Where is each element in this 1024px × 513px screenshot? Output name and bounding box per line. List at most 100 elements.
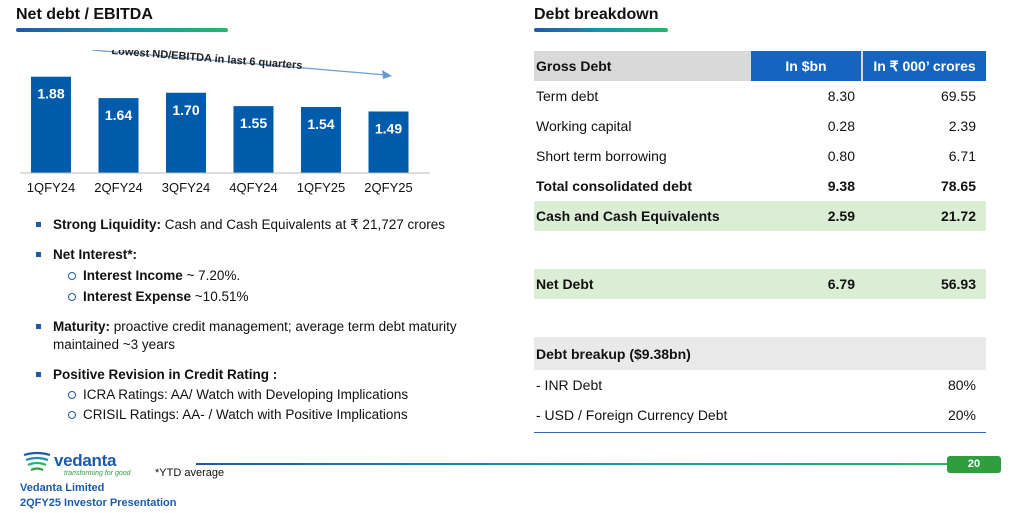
breakup-value: 20% — [947, 407, 976, 423]
table-row-net-debt: Net Debt 6.79 56.93 — [534, 269, 986, 299]
vedanta-logo-icon — [23, 451, 51, 472]
bar-3QFY24 — [166, 92, 206, 173]
table-row-cash: Cash and Cash Equivalents 2.59 21.72 — [534, 201, 986, 231]
section-title-net-debt: Net debt / EBITDA — [16, 6, 153, 23]
bullet-credit-rating: Positive Revision in Credit Rating : — [36, 366, 506, 384]
presentation-name: 2QFY25 Investor Presentation — [20, 497, 177, 509]
sub-bullet-circle — [68, 391, 76, 399]
bar-value-label: 1.88 — [37, 86, 64, 102]
company-name: Vedanta Limited — [20, 482, 105, 494]
page-number: 20 — [947, 456, 1001, 473]
row-usd: 0.28 — [827, 118, 855, 134]
breakup-title: Debt breakup ($9.38bn) — [536, 345, 691, 362]
title-underline — [534, 28, 668, 32]
bullet-square — [36, 252, 41, 257]
footer-line — [196, 463, 966, 465]
category-label: 2QFY25 — [364, 180, 412, 195]
row-label: Total consolidated debt — [536, 178, 693, 194]
bar-1QFY24 — [31, 76, 71, 173]
brand-tagline: transforming for good — [64, 470, 131, 477]
bar-2QFY25 — [368, 111, 409, 173]
liquidity-label: Strong Liquidity: — [53, 217, 161, 232]
row-inr: 78.65 — [940, 178, 976, 194]
breakup-label: - USD / Foreign Currency Debt — [536, 407, 728, 423]
bar-value-label: 1.54 — [307, 116, 334, 132]
trend-arrow — [91, 50, 387, 76]
sub-interest-income: Interest Income ~ 7.20%. — [36, 267, 506, 285]
bar-value-label: 1.55 — [240, 115, 267, 131]
bar-value-label: 1.70 — [172, 102, 199, 118]
debt-breakup-header: Debt breakup ($9.38bn) — [534, 337, 986, 370]
category-label: 3QFY24 — [162, 180, 210, 195]
title-underline — [16, 28, 228, 32]
header-usd: In $bn — [751, 51, 861, 81]
bullet-square — [36, 324, 41, 329]
row-inr: 21.72 — [940, 208, 976, 224]
row-usd: 8.30 — [827, 88, 855, 104]
bar-value-label: 1.64 — [105, 107, 132, 123]
sub-icra: ICRA Ratings: AA/ Watch with Developing … — [36, 386, 506, 404]
table-row: Term debt 8.30 69.55 — [534, 81, 986, 111]
net-debt-ebitda-chart: 1.88 1QFY24 1.64 2QFY24 1.70 3QFY24 1.55 4QFY24… — [20, 50, 430, 195]
row-label: Net Debt — [536, 276, 594, 292]
row-inr: 2.39 — [948, 118, 976, 134]
row-label: Term debt — [536, 88, 599, 104]
section-title-debt-breakdown: Debt breakdown — [534, 6, 659, 23]
breakup-label: - INR Debt — [536, 377, 603, 393]
sub-bullet-circle — [68, 272, 76, 280]
key-points: Strong Liquidity: Cash and Cash Equivale… — [36, 216, 506, 424]
row-inr: 56.93 — [940, 276, 976, 292]
bullet-net-interest: Net Interest*: — [36, 246, 506, 264]
crisil-rating: CRISIL Ratings: AA- / Watch with Positiv… — [83, 407, 408, 422]
header-gross-debt: Gross Debt — [536, 58, 612, 74]
maturity-label: Maturity: — [53, 319, 110, 334]
table-row: Working capital 0.28 2.39 — [534, 111, 986, 141]
table-row-total: Total consolidated debt 9.38 78.65 — [534, 171, 986, 201]
bar-value-label: 1.49 — [375, 120, 402, 136]
sub-crisil: CRISIL Ratings: AA- / Watch with Positiv… — [36, 406, 506, 424]
bar-2QFY24 — [98, 98, 139, 173]
brand-name: vedanta — [54, 451, 117, 470]
ytd-note: *YTD average — [155, 467, 225, 479]
breakup-row-usd: - USD / Foreign Currency Debt 20% — [534, 400, 986, 430]
category-label: 2QFY24 — [94, 180, 142, 195]
bullet-liquidity: Strong Liquidity: Cash and Cash Equivale… — [36, 216, 506, 234]
table-row: Short term borrowing 0.80 6.71 — [534, 141, 986, 171]
chart-annotation: Lowest ND/EBITDA in last 6 quarters — [111, 50, 303, 72]
table-bottom-rule — [534, 432, 986, 433]
row-usd: 2.59 — [827, 208, 855, 224]
trend-arrow-head — [382, 70, 392, 79]
icra-rating: ICRA Ratings: AA/ Watch with Developing … — [83, 387, 409, 402]
category-label: 4QFY24 — [229, 180, 277, 195]
breakup-value: 80% — [947, 377, 976, 393]
debt-table: Gross Debt In $bn In ₹ 000’ crores Term … — [534, 51, 986, 433]
breakup-row-inr: - INR Debt 80% — [534, 370, 986, 400]
interest-expense-label: Interest Expense — [83, 289, 192, 304]
row-usd: 9.38 — [827, 178, 855, 194]
interest-expense-value: ~10.51% — [191, 289, 249, 304]
bar-1QFY25 — [301, 107, 341, 173]
category-label: 1QFY24 — [27, 180, 75, 195]
row-usd: 0.80 — [827, 148, 855, 164]
row-inr: 6.71 — [948, 148, 976, 164]
row-label: Short term borrowing — [536, 148, 667, 164]
liquidity-text: Cash and Cash Equivalents at ₹ 21,727 cr… — [160, 217, 445, 232]
bullet-square — [36, 222, 41, 227]
bullet-square — [36, 372, 41, 377]
credit-rating-label: Positive Revision in Credit Rating : — [53, 367, 278, 382]
row-inr: 69.55 — [940, 88, 976, 104]
sub-bullet-circle — [68, 293, 76, 301]
category-label: 1QFY25 — [297, 180, 345, 195]
net-interest-label: Net Interest*: — [53, 247, 138, 262]
interest-income-value: ~ 7.20%. — [182, 268, 241, 283]
header-inr: In ₹ 000’ crores — [863, 51, 986, 81]
row-label: Working capital — [536, 118, 632, 134]
row-label: Cash and Cash Equivalents — [536, 208, 720, 224]
bar-4QFY24 — [233, 106, 274, 173]
maturity-text: proactive credit management; average ter… — [53, 319, 457, 352]
bullet-maturity: Maturity: proactive credit management; a… — [36, 318, 483, 354]
sub-interest-expense: Interest Expense ~10.51% — [36, 288, 506, 306]
sub-bullet-circle — [68, 411, 76, 419]
interest-income-label: Interest Income — [83, 268, 183, 283]
table-header: Gross Debt In $bn In ₹ 000’ crores — [534, 51, 986, 81]
